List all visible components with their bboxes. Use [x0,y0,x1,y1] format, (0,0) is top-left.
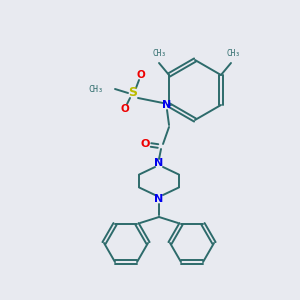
Text: N: N [154,194,164,204]
Text: CH₃: CH₃ [88,85,103,94]
Text: CH₃: CH₃ [152,49,166,58]
Text: CH₃: CH₃ [226,49,240,58]
Text: O: O [121,104,129,114]
Text: S: S [128,86,137,100]
Text: O: O [136,70,146,80]
Text: N: N [154,158,164,168]
Text: N: N [162,100,172,110]
Text: O: O [140,139,150,149]
